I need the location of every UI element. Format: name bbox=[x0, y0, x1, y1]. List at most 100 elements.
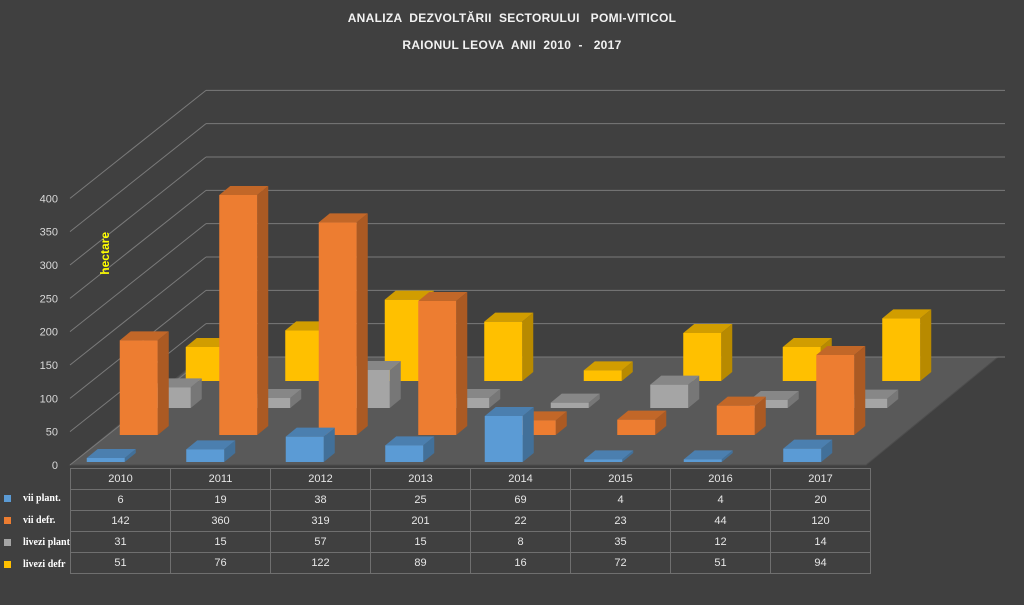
bar bbox=[185, 347, 224, 381]
legend-label: livezi plant bbox=[23, 537, 70, 549]
table-cell: 22 bbox=[470, 510, 571, 532]
table-cell: 15 bbox=[370, 531, 471, 553]
bar bbox=[584, 459, 623, 462]
y-tick-label: 250 bbox=[40, 293, 58, 305]
bar-top bbox=[816, 346, 866, 355]
table-cell: 8 bbox=[470, 531, 571, 553]
bar-top bbox=[285, 427, 335, 437]
legend-item: vii plant. bbox=[4, 493, 61, 504]
y-tick-label: 400 bbox=[40, 193, 58, 205]
bar-side bbox=[224, 440, 236, 462]
bar-top bbox=[683, 324, 733, 333]
bar-side bbox=[190, 378, 202, 408]
table-cell: 31 bbox=[70, 531, 171, 553]
legend-swatch bbox=[4, 495, 11, 503]
table-cell: 35 bbox=[570, 531, 671, 553]
bar-side bbox=[655, 410, 667, 435]
table-cell: 69 bbox=[470, 489, 571, 511]
table-header-year: 2011 bbox=[170, 468, 271, 490]
table-cell: 120 bbox=[770, 510, 871, 532]
bar-top bbox=[318, 213, 368, 223]
table-cell: 16 bbox=[470, 552, 571, 574]
table-cell: 44 bbox=[670, 510, 771, 532]
bar-top bbox=[882, 309, 932, 319]
bar-side bbox=[721, 324, 733, 381]
bar bbox=[86, 458, 125, 462]
legend-label: vii plant. bbox=[23, 493, 61, 505]
bar-side bbox=[356, 213, 368, 435]
bar-side bbox=[522, 312, 534, 381]
bar-top bbox=[385, 436, 435, 446]
table-cell: 20 bbox=[770, 489, 871, 511]
bar bbox=[318, 222, 357, 435]
bar-side bbox=[887, 389, 899, 408]
table-header-year: 2010 bbox=[70, 468, 171, 490]
bar-side bbox=[821, 439, 833, 462]
bar bbox=[583, 370, 622, 381]
table-cell: 25 bbox=[370, 489, 471, 511]
bar bbox=[783, 448, 822, 462]
bar-side bbox=[522, 407, 534, 462]
table-header-year: 2013 bbox=[370, 468, 471, 490]
bar-top bbox=[683, 450, 733, 460]
bar bbox=[252, 398, 291, 408]
table-cell: 4 bbox=[570, 489, 671, 511]
bar bbox=[816, 355, 855, 435]
bar-side bbox=[555, 411, 567, 435]
bar-top bbox=[484, 407, 534, 416]
bar-top bbox=[583, 361, 633, 371]
bar-top bbox=[484, 312, 534, 322]
bar-side bbox=[489, 389, 501, 408]
data-table: 2010 2011 2012 2013 2014 2015 2016 2017 6 19 38 25 6… bbox=[70, 468, 871, 574]
bar-top bbox=[550, 393, 600, 403]
bar-top bbox=[119, 331, 169, 341]
bar-top bbox=[617, 410, 667, 420]
bar bbox=[484, 416, 523, 462]
table-cell: 38 bbox=[270, 489, 371, 511]
bar-top bbox=[186, 440, 236, 450]
table-cell: 12 bbox=[670, 531, 771, 553]
table-cell: 122 bbox=[270, 552, 371, 574]
gridline-side bbox=[69, 89, 207, 199]
bar bbox=[119, 340, 158, 435]
y-tick-label: 0 bbox=[52, 460, 58, 470]
table-cell: 19 bbox=[170, 489, 271, 511]
bar bbox=[219, 195, 258, 435]
gridline-side bbox=[69, 189, 207, 299]
bar bbox=[716, 405, 755, 435]
bar-side bbox=[688, 375, 700, 408]
bar bbox=[186, 449, 225, 462]
table-header-year: 2017 bbox=[770, 468, 871, 490]
bar-side bbox=[389, 361, 401, 408]
gridline-side bbox=[69, 256, 207, 366]
bar-side bbox=[721, 450, 733, 462]
table-cell: 201 bbox=[370, 510, 471, 532]
table-cell: 57 bbox=[270, 531, 371, 553]
bar-top bbox=[782, 338, 832, 347]
bar-side bbox=[423, 436, 435, 462]
table-cell: 72 bbox=[570, 552, 671, 574]
bar-side bbox=[290, 389, 302, 408]
bar-top bbox=[783, 439, 833, 449]
legend-item: livezi plant bbox=[4, 537, 70, 548]
bar-side bbox=[621, 361, 633, 381]
chart-3d-bar: 0 50 100 150 200 250 300 350 400 bbox=[40, 89, 1005, 470]
bar-side bbox=[124, 449, 136, 462]
bar-side bbox=[588, 393, 600, 408]
bar-side bbox=[787, 391, 799, 408]
legend-label: vii defr. bbox=[23, 515, 56, 527]
legend-item: livezi defr bbox=[4, 559, 65, 570]
table-header-year: 2014 bbox=[470, 468, 571, 490]
bar-top bbox=[86, 449, 136, 458]
gridline-side bbox=[69, 123, 207, 233]
bar-top bbox=[219, 186, 269, 195]
bar-side bbox=[920, 309, 932, 381]
bar bbox=[550, 402, 589, 408]
bar-side bbox=[323, 427, 335, 462]
bar bbox=[418, 301, 457, 435]
bar-top bbox=[418, 292, 468, 301]
bar bbox=[683, 459, 722, 462]
table-cell: 14 bbox=[770, 531, 871, 553]
legend-label: livezi defr bbox=[23, 559, 66, 571]
table-cell: 4 bbox=[670, 489, 771, 511]
